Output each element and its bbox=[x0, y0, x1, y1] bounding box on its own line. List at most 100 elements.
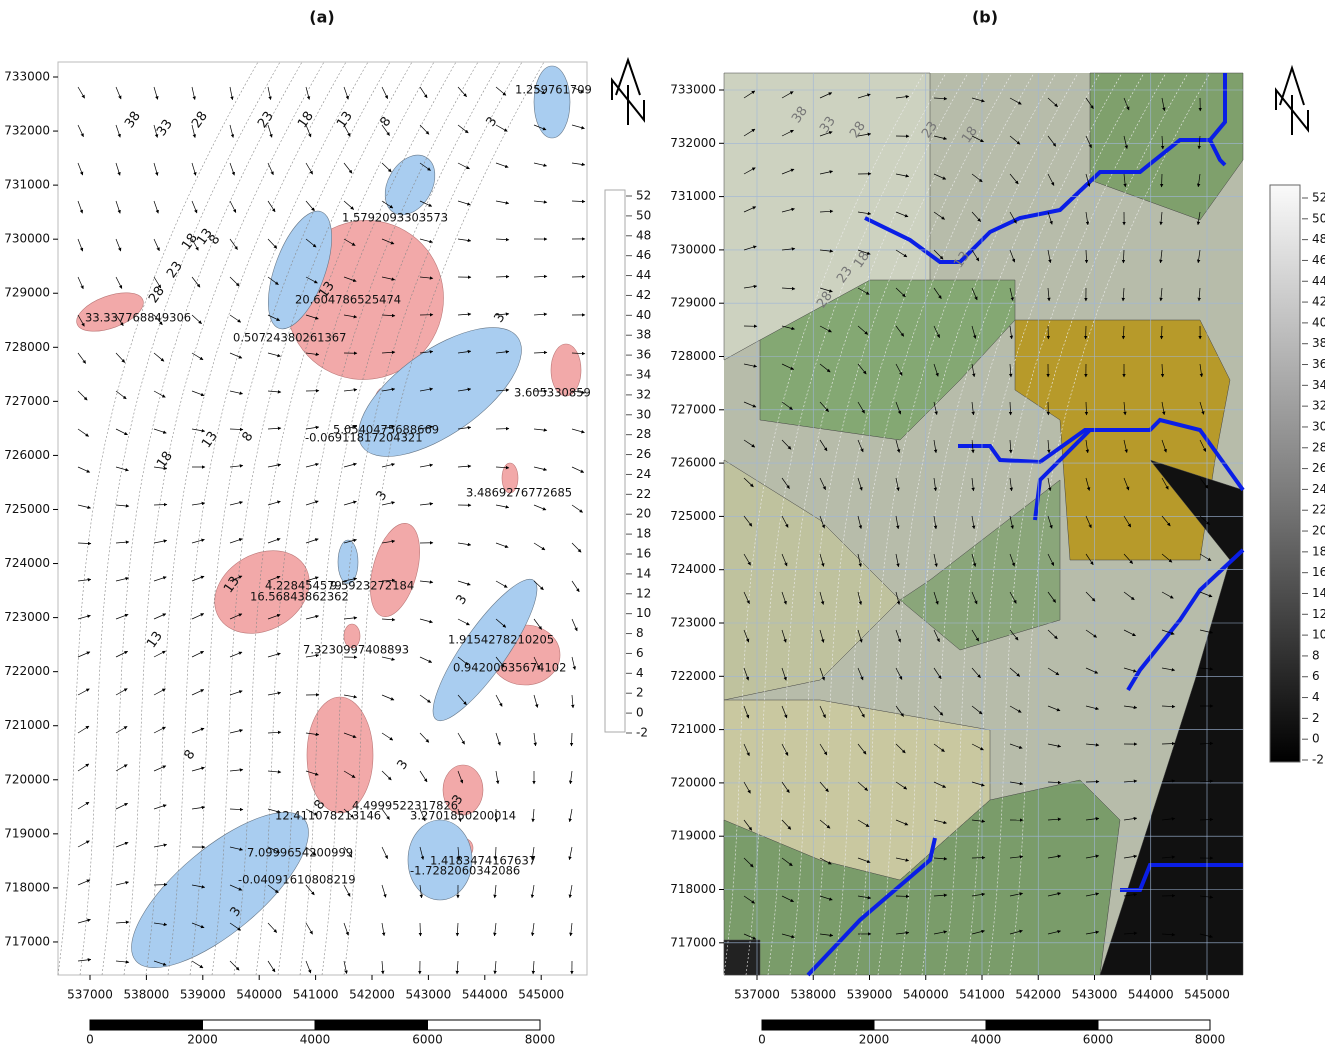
legend-tick-label: 12 bbox=[1312, 607, 1325, 621]
flow-arrow bbox=[895, 94, 910, 99]
y-tick-label: 721000 bbox=[670, 722, 716, 736]
negative-zones bbox=[131, 65, 571, 968]
flow-arrow bbox=[1085, 173, 1091, 187]
flow-arrow bbox=[77, 879, 91, 886]
contour-line bbox=[943, 72, 1145, 976]
flow-arrow bbox=[933, 211, 945, 220]
contour-line bbox=[1009, 72, 1211, 976]
y-tick-label: 725000 bbox=[670, 509, 716, 523]
flow-arrow bbox=[191, 922, 205, 929]
flow-arrow bbox=[495, 732, 501, 746]
flow-arrow bbox=[305, 732, 320, 737]
flow-arrow bbox=[819, 705, 826, 719]
flow-arrow bbox=[781, 629, 787, 643]
flow-arrow bbox=[933, 743, 945, 752]
flow-arrow bbox=[229, 352, 243, 359]
flow-arrow bbox=[533, 618, 542, 630]
flow-arrow bbox=[933, 173, 947, 180]
flow-arrow bbox=[569, 922, 573, 937]
flow-arrow bbox=[77, 314, 85, 327]
flow-arrow bbox=[305, 614, 319, 620]
y-tick-label: 731000 bbox=[4, 178, 50, 192]
flow-arrow bbox=[819, 857, 832, 865]
flow-arrow bbox=[1123, 667, 1137, 673]
flow-arrow bbox=[819, 131, 833, 137]
flow-arrow bbox=[971, 287, 978, 301]
flow-arrow bbox=[343, 238, 356, 246]
flow-arrow bbox=[191, 766, 205, 772]
flow-arrow bbox=[267, 960, 276, 973]
flow-arrow bbox=[857, 895, 872, 900]
legend-tick-label: 8 bbox=[1312, 648, 1320, 662]
point-value-label: -1.7282060342086 bbox=[410, 864, 520, 878]
flow-arrow bbox=[267, 575, 281, 582]
flow-arrow bbox=[457, 349, 472, 354]
flow-arrow bbox=[305, 314, 319, 320]
flow-arrow bbox=[1159, 287, 1163, 302]
flow-arrow bbox=[493, 922, 497, 937]
point-value-label: 4.228454579 bbox=[265, 579, 342, 593]
flow-arrow bbox=[571, 162, 586, 167]
flow-arrow bbox=[115, 650, 128, 658]
flow-arrow bbox=[1161, 97, 1166, 112]
flow-arrow bbox=[530, 922, 535, 937]
legend-tick-label: 6 bbox=[1312, 669, 1320, 683]
flow-arrow bbox=[419, 124, 430, 135]
flow-arrow bbox=[419, 884, 423, 899]
flow-arrow bbox=[305, 922, 313, 935]
flow-arrow bbox=[571, 86, 585, 93]
flow-arrow bbox=[191, 960, 204, 969]
y-tick-label: 720000 bbox=[4, 772, 50, 786]
flow-arrow bbox=[267, 691, 282, 696]
flow-arrow bbox=[343, 616, 358, 620]
contour-lines bbox=[57, 61, 545, 976]
flow-arrow bbox=[77, 504, 91, 509]
flow-arrow bbox=[191, 501, 206, 506]
flow-arrow bbox=[781, 591, 787, 605]
flow-arrow bbox=[781, 857, 793, 867]
flow-arrow bbox=[971, 667, 981, 679]
x-tick-label: 542000 bbox=[349, 988, 395, 1002]
flow-arrow bbox=[743, 206, 757, 213]
flow-arrow bbox=[153, 688, 166, 696]
flow-arrow bbox=[1009, 705, 1022, 713]
flow-arrow bbox=[781, 207, 795, 213]
flow-arrow bbox=[115, 540, 130, 544]
flow-arrow bbox=[381, 808, 390, 820]
scale-bar-label: 8000 bbox=[525, 1033, 556, 1047]
flow-arrow bbox=[743, 705, 750, 719]
flow-arrow bbox=[533, 694, 539, 708]
y-tick-label: 728000 bbox=[4, 340, 50, 354]
point-value-label: -0.06911817204321 bbox=[305, 431, 423, 445]
flow-arrow bbox=[895, 249, 908, 258]
point-value-label: 7.0999654200999 bbox=[247, 846, 353, 860]
contour-lines bbox=[723, 72, 1211, 976]
flow-arrow bbox=[343, 884, 351, 897]
contour-line bbox=[299, 61, 501, 976]
legend-tick-label: 42 bbox=[636, 288, 651, 302]
flow-arrow bbox=[419, 846, 425, 860]
contour-line bbox=[101, 61, 303, 976]
legend-tick-label: 16 bbox=[1312, 565, 1325, 579]
flow-arrow bbox=[305, 352, 320, 357]
legend-tick-label: -2 bbox=[1312, 753, 1324, 767]
flow-arrow bbox=[819, 170, 834, 175]
flow-arrow bbox=[781, 781, 790, 794]
flow-arrow bbox=[895, 553, 900, 568]
flow-arrow bbox=[743, 167, 756, 175]
contour-line bbox=[145, 61, 347, 976]
flow-arrow bbox=[1123, 931, 1138, 936]
point-value-label: 33.337768849306 bbox=[85, 311, 191, 325]
legend-tick-label: 36 bbox=[1312, 357, 1325, 371]
flow-arrow bbox=[971, 135, 984, 143]
flow-arrow bbox=[1197, 287, 1201, 302]
flow-arrow bbox=[895, 857, 910, 862]
flow-arrow bbox=[895, 401, 902, 415]
flow-arrow bbox=[933, 135, 947, 140]
flow-arrow bbox=[1047, 929, 1061, 935]
flow-arrow bbox=[1199, 667, 1214, 671]
flow-arrow bbox=[153, 650, 166, 658]
contour-line bbox=[123, 61, 325, 976]
contour-line bbox=[343, 61, 545, 976]
flow-arrow bbox=[229, 464, 244, 468]
